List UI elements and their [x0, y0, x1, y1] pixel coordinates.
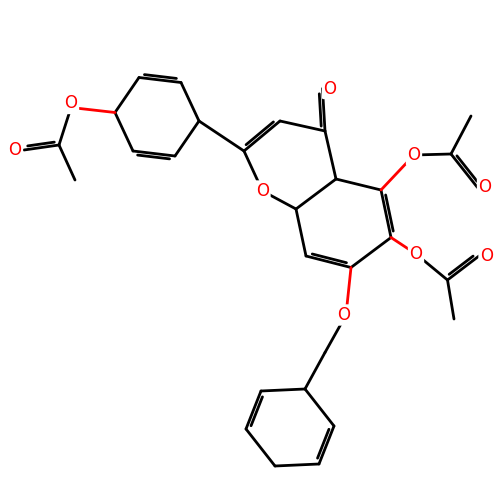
- Text: O: O: [478, 178, 492, 196]
- Text: O: O: [256, 182, 269, 200]
- Text: O: O: [480, 247, 493, 265]
- Text: O: O: [337, 306, 350, 324]
- Text: O: O: [324, 80, 336, 98]
- Text: O: O: [410, 245, 422, 263]
- Text: O: O: [408, 146, 420, 164]
- Text: O: O: [64, 94, 78, 112]
- Text: O: O: [8, 141, 22, 159]
